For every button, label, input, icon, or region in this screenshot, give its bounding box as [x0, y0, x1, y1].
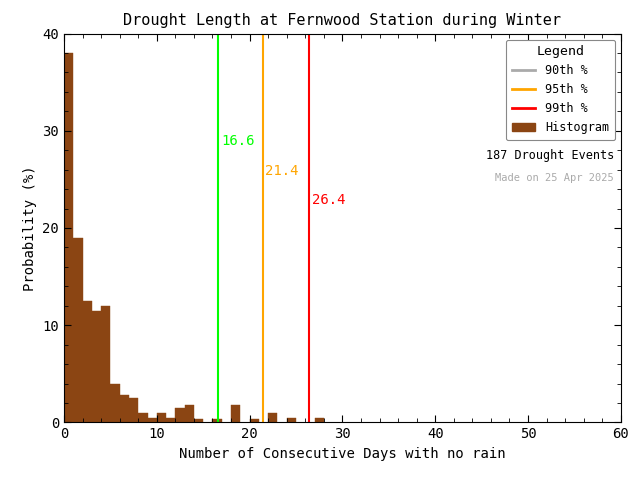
Bar [64, 53, 73, 422]
Bar [157, 413, 166, 422]
Bar [184, 405, 194, 422]
Bar [250, 420, 259, 422]
Bar [147, 418, 157, 422]
Text: Made on 25 Apr 2025: Made on 25 Apr 2025 [495, 173, 614, 183]
Text: 16.6: 16.6 [221, 134, 254, 148]
Text: 26.4: 26.4 [312, 192, 345, 207]
Bar [287, 418, 296, 422]
Title: Drought Length at Fernwood Station during Winter: Drought Length at Fernwood Station durin… [124, 13, 561, 28]
Bar [129, 398, 138, 422]
Bar [101, 306, 111, 422]
Bar [111, 384, 120, 422]
Bar [83, 301, 92, 422]
Bar [138, 413, 148, 422]
X-axis label: Number of Consecutive Days with no rain: Number of Consecutive Days with no rain [179, 447, 506, 461]
Y-axis label: Probability (%): Probability (%) [23, 165, 37, 291]
Legend: 90th %, 95th %, 99th %, Histogram: 90th %, 95th %, 99th %, Histogram [506, 39, 615, 140]
Bar [92, 311, 101, 422]
Bar [73, 238, 83, 422]
Bar [231, 405, 241, 422]
Text: 187 Drought Events: 187 Drought Events [486, 149, 614, 162]
Bar [314, 418, 324, 422]
Bar [166, 418, 175, 422]
Text: 21.4: 21.4 [266, 164, 299, 178]
Bar [212, 420, 222, 422]
Bar [268, 413, 277, 422]
Bar [194, 420, 204, 422]
Bar [175, 408, 184, 422]
Bar [120, 395, 129, 422]
